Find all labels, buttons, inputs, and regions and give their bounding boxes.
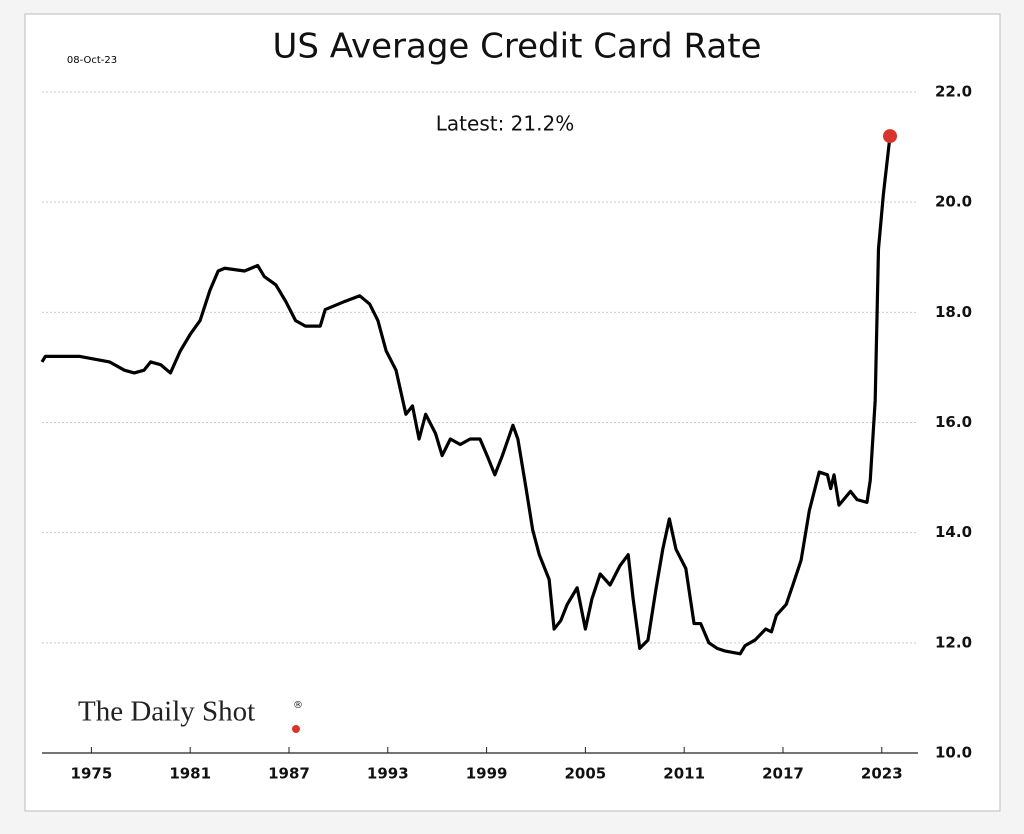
source-logo: The Daily Shot (78, 696, 255, 728)
y-tick-label: 10.0 (935, 744, 972, 762)
date-label: 08-Oct-23 (67, 55, 117, 66)
latest-marker (883, 129, 898, 144)
x-tick-label: 1993 (367, 765, 409, 783)
annotation: Latest: 21.2% (436, 112, 574, 136)
x-tick-label: 2017 (762, 765, 804, 783)
source-mark: ® (293, 700, 303, 711)
y-tick-label: 18.0 (935, 303, 972, 321)
x-tick-label: 1999 (466, 765, 508, 783)
x-tick-label: 1987 (268, 765, 310, 783)
x-tick-label: 2011 (663, 765, 705, 783)
x-tick-label: 1975 (71, 765, 113, 783)
logo-dot (292, 725, 300, 733)
y-tick-label: 22.0 (935, 83, 972, 101)
y-tick-label: 14.0 (935, 523, 972, 541)
frame (24, 13, 1001, 812)
y-tick-label: 16.0 (935, 413, 972, 431)
line (40, 135, 892, 656)
chart-title: US Average Credit Card Rate (272, 27, 761, 67)
y-tick-label: 12.0 (935, 633, 972, 651)
x-tick-label: 2023 (861, 765, 903, 783)
y-tick-label: 20.0 (935, 193, 972, 211)
x-tick-label: 2005 (565, 765, 607, 783)
x-tick-label: 1981 (169, 765, 211, 783)
